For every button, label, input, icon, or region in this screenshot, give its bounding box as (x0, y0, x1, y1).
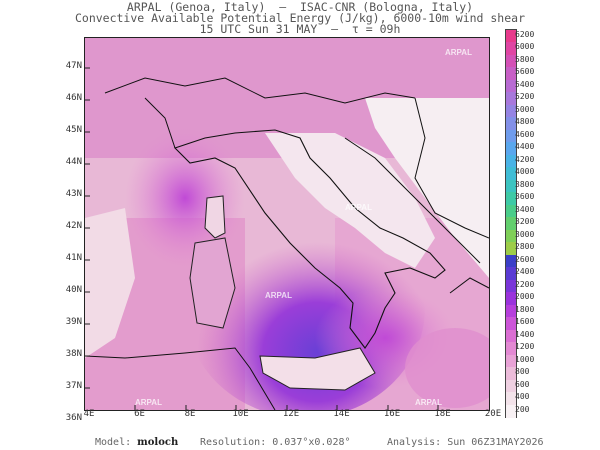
longitude-label: 10E (232, 409, 249, 419)
colorbar-label: 5800 (515, 54, 535, 64)
model-label: Model: (95, 437, 132, 448)
watermark: ARPAL (345, 203, 372, 212)
colorbar-segment (506, 317, 516, 331)
colorbar-label: 5400 (515, 79, 535, 89)
colorbar-segment (506, 92, 516, 106)
colorbar-segment (506, 229, 516, 243)
colorbar-label: 3400 (515, 204, 535, 214)
colorbar-segment (506, 342, 516, 356)
colorbar-segment (506, 204, 516, 218)
longitude-label: 14E (333, 409, 350, 419)
watermark: ARPAL (265, 291, 292, 300)
latitude-label: 38N (65, 349, 82, 359)
colorbar-segment (506, 392, 516, 406)
latitude-label: 46N (65, 93, 82, 103)
colorbar-label: 2200 (515, 279, 535, 289)
colorbar-segment (506, 304, 516, 318)
colorbar-label: 5200 (515, 92, 535, 102)
colorbar-segment (506, 30, 516, 43)
latitude-label: 47N (65, 61, 82, 71)
colorbar-label: 3800 (515, 179, 535, 189)
latitude-label: 42N (65, 221, 82, 231)
colorbar-label: 4400 (515, 142, 535, 152)
colorbar-label: 2400 (515, 267, 535, 277)
colorbar-label: 4000 (515, 167, 535, 177)
title-line-3: 15 UTC Sun 31 MAY — τ = 09h (199, 22, 401, 36)
longitude-label: 8E (184, 409, 196, 419)
latitude-label: 43N (65, 189, 82, 199)
colorbar-label: 1400 (515, 329, 535, 339)
colorbar-label: 1800 (515, 304, 535, 314)
map-svg (85, 38, 489, 410)
latitude-label: 40N (65, 285, 82, 295)
colorbar-label: 6200 (515, 30, 535, 39)
colorbar-label: 3200 (515, 217, 535, 227)
colorbar-label: 4800 (515, 117, 535, 127)
colorbar-segment (506, 42, 516, 56)
longitude-label: 4E (83, 409, 95, 419)
latitude-label: 41N (65, 253, 82, 263)
colorbar-label: 5000 (515, 104, 535, 114)
model-info: Model: moloch (95, 437, 178, 448)
colorbar-segment (506, 142, 516, 156)
colorbar-segment (506, 292, 516, 306)
colorbar-segment (506, 67, 516, 81)
colorbar-label: 2000 (515, 292, 535, 302)
colorbar-label: 5600 (515, 67, 535, 77)
colorbar-label: 600 (515, 379, 530, 389)
colorbar-label: 1600 (515, 317, 535, 327)
latitude-label: 39N (65, 317, 82, 327)
colorbar-label: 2800 (515, 242, 535, 252)
colorbar-segment (506, 192, 516, 206)
colorbar (505, 29, 517, 418)
colorbar-segment (506, 104, 516, 118)
colorbar-segment (506, 404, 516, 418)
cape-map: ARPAL ARPAL ARPAL ARPAL ARPAL (84, 37, 490, 411)
colorbar-segment (506, 254, 516, 268)
colorbar-label: 3600 (515, 192, 535, 202)
longitude-label: 6E (134, 409, 145, 419)
colorbar-segment (506, 79, 516, 93)
colorbar-label: 400 (515, 392, 530, 402)
title-line-2: Convective Available Potential Energy (J… (74, 11, 526, 25)
colorbar-segment (506, 217, 516, 231)
colorbar-label: 6000 (515, 42, 535, 52)
colorbar-segment (506, 154, 516, 168)
latitude-label: 45N (65, 125, 82, 135)
watermark: ARPAL (445, 48, 472, 57)
longitude-label: 20E (484, 409, 502, 419)
colorbar-segment (506, 117, 516, 131)
latitude-label: 37N (65, 381, 82, 391)
colorbar-segment (506, 354, 516, 368)
colorbar-label: 1200 (515, 342, 535, 352)
colorbar-label: 1000 (515, 354, 535, 364)
colorbar-label: 200 (515, 404, 530, 414)
colorbar-label: 2600 (515, 254, 535, 264)
colorbar-label: 800 (515, 367, 530, 377)
longitude-label: 18E (434, 409, 451, 419)
colorbar-segment (506, 129, 516, 143)
watermark: ARPAL (135, 398, 162, 407)
colorbar-segment (506, 367, 516, 381)
longitude-label: 16E (383, 409, 401, 419)
latitude-label: 44N (65, 157, 82, 167)
colorbar-segment (506, 242, 516, 256)
colorbar-segment (506, 179, 516, 193)
colorbar-label: 4200 (515, 154, 535, 164)
colorbar-label: 3000 (515, 229, 535, 239)
colorbar-segment (506, 167, 516, 181)
title-line-1: ARPAL (Genoa, Italy) — ISAC-CNR (Bologna… (126, 0, 474, 14)
colorbar-segment (506, 54, 516, 68)
colorbar-segment (506, 279, 516, 293)
colorbar-segment (506, 329, 516, 343)
colorbar-segment (506, 379, 516, 393)
colorbar-segment (506, 267, 516, 281)
longitude-label: 12E (282, 409, 300, 419)
analysis-info: Analysis: Sun 06Z31MAY2026 (387, 437, 544, 448)
watermark: ARPAL (415, 398, 442, 407)
resolution-info: Resolution: 0.037°x0.028° (200, 437, 351, 448)
latitude-label: 36N (65, 413, 82, 423)
colorbar-label: 4600 (515, 129, 535, 139)
model-value: moloch (137, 437, 179, 448)
